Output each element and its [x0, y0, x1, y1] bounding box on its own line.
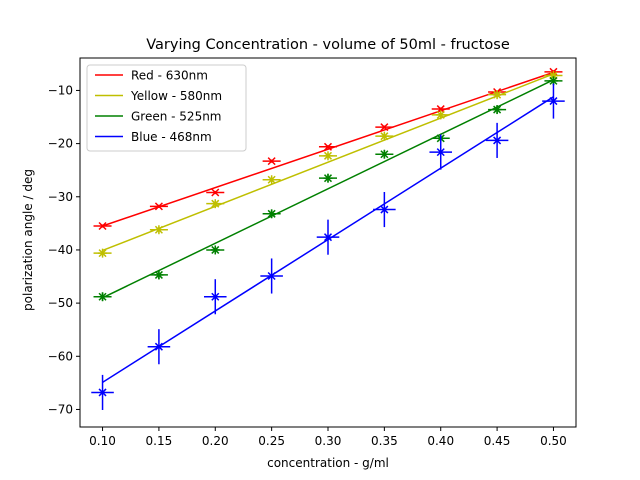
data-point-marker: [436, 105, 445, 114]
legend-box: [86, 64, 247, 152]
x-tick-label: 0.35: [371, 434, 398, 448]
legend-label-red: Red - 630nm: [131, 69, 208, 83]
y-tick-label: −50: [48, 296, 73, 310]
legend-label-yellow: Yellow - 580nm: [130, 89, 222, 103]
fit-line-yellow: [102, 73, 554, 252]
x-tick-label: 0.45: [484, 434, 511, 448]
data-point-marker: [323, 233, 333, 242]
x-tick-label: 0.30: [315, 434, 342, 448]
data-point-marker: [154, 202, 163, 211]
data-point-marker: [323, 142, 333, 151]
legend-label-green: Green - 525nm: [131, 110, 222, 124]
legend: Red - 630nm Yellow - 580nm Green - 525nm Bl…: [86, 64, 247, 152]
y-tick-label: −40: [48, 243, 73, 257]
data-point-marker: [98, 221, 107, 231]
x-tick-label: 0.10: [89, 434, 116, 448]
data-point-marker: [493, 136, 502, 145]
x-tick-label: 0.50: [540, 434, 567, 448]
series-green: [93, 76, 563, 302]
y-tick-label: −60: [48, 349, 73, 363]
chart-title: Varying Concentration - volume of 50ml -…: [146, 37, 510, 53]
data-point-marker: [436, 148, 445, 157]
data-point-marker: [267, 157, 276, 166]
data-point-marker: [98, 388, 107, 397]
axes: 0.10 0.15 0.20 0.25 0.30 0.35 0.40 0.45 0.50 −70 −…: [48, 57, 577, 448]
x-axis-label: concentration - g/ml: [267, 456, 389, 470]
data-point-marker: [549, 97, 558, 106]
fit-line-green: [102, 79, 554, 299]
fit-line-red: [102, 71, 554, 227]
series-blue: [91, 83, 565, 410]
data-point-marker: [154, 342, 163, 351]
data-point-marker: [380, 205, 389, 214]
y-tick-label: −20: [48, 137, 73, 151]
y-tick-label: −70: [48, 402, 73, 416]
data-point-marker: [380, 123, 389, 132]
data-point-marker: [211, 292, 220, 301]
y-axis-label: polarization angle / deg: [21, 169, 35, 311]
x-tick-label: 0.20: [202, 434, 229, 448]
legend-label-blue: Blue - 468nm: [131, 130, 212, 144]
series-yellow: [93, 71, 563, 258]
plot-content: [91, 67, 565, 410]
x-tick-label: 0.25: [258, 434, 285, 448]
x-tick-label: 0.40: [427, 434, 454, 448]
y-tick-label: −10: [48, 83, 73, 97]
y-tick-label: −30: [48, 190, 73, 204]
plot-area: [91, 67, 565, 410]
data-point-marker: [211, 188, 220, 197]
x-tick-label: 0.15: [146, 434, 173, 448]
data-point-marker: [267, 271, 276, 281]
